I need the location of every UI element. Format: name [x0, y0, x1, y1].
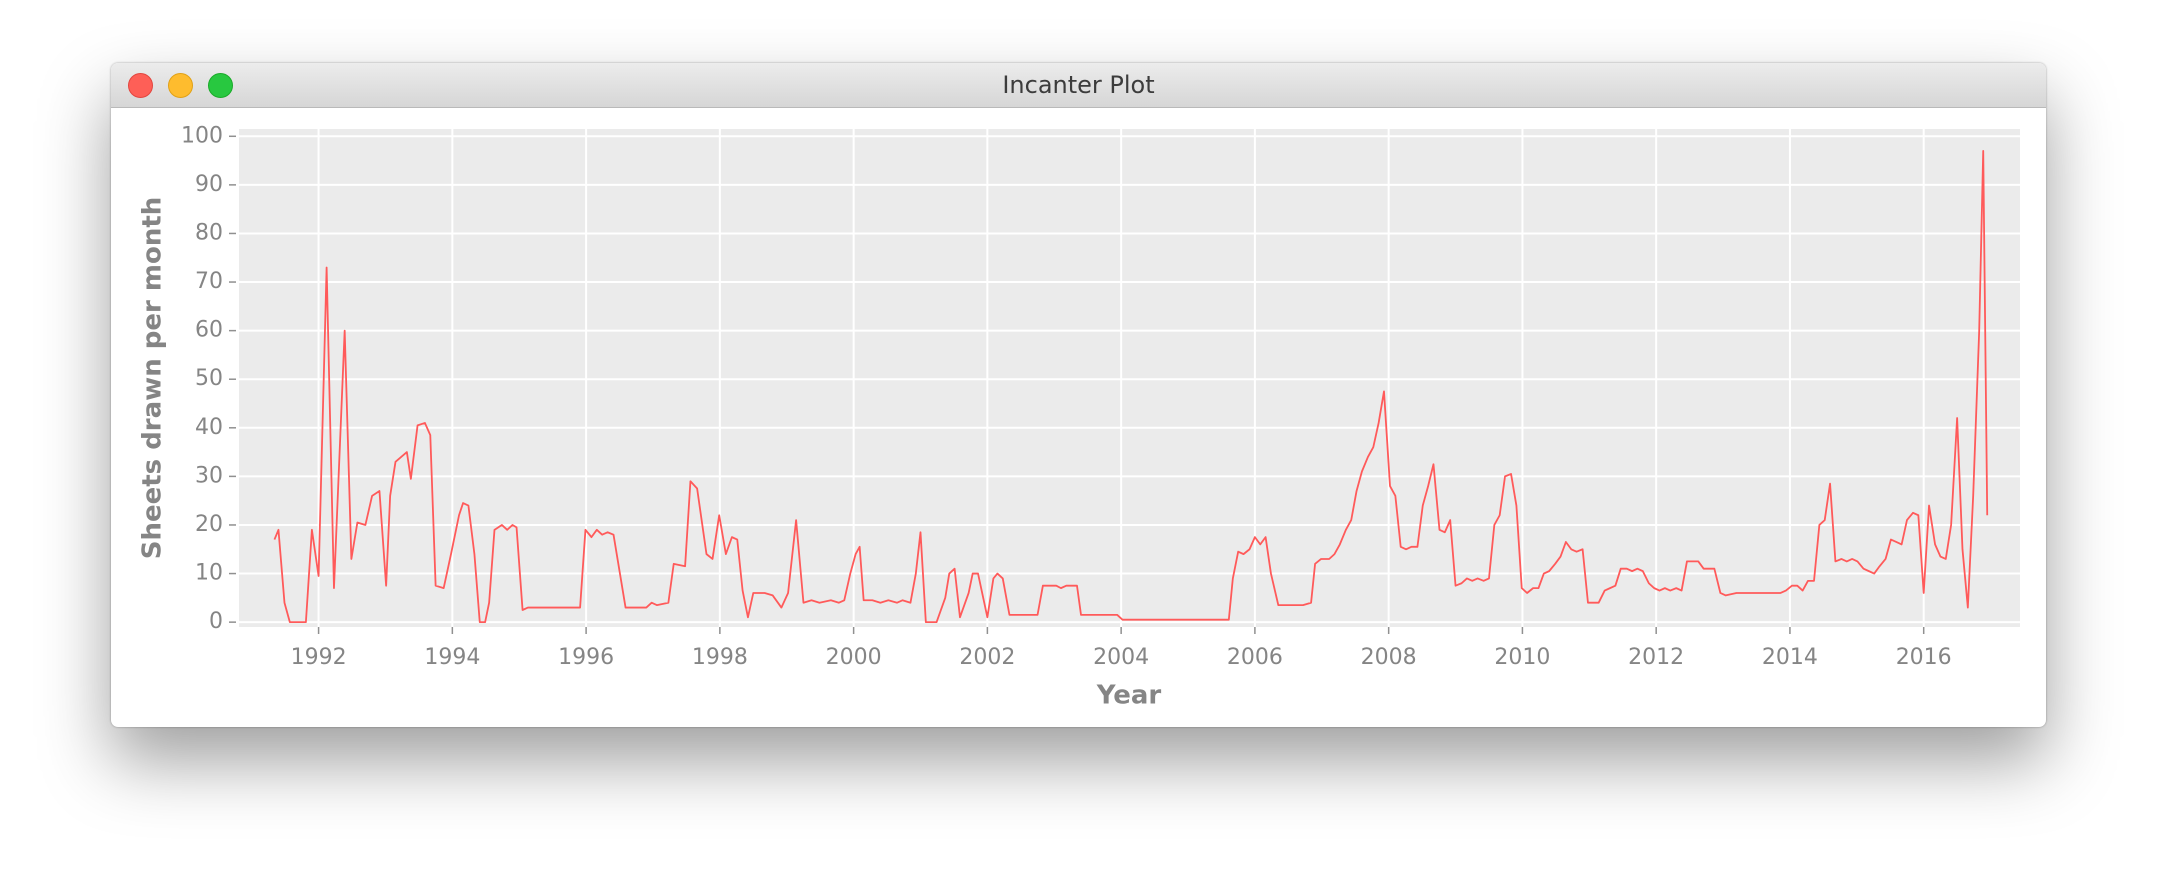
y-tick-label: 0: [209, 609, 223, 634]
chart: Year Sheets drawn per month 1992 1994 1996…: [138, 123, 2020, 711]
y-tick-label: 50: [195, 366, 223, 391]
x-tick-label: 1998: [692, 645, 748, 670]
y-axis-title: Sheets drawn per month: [138, 197, 168, 560]
x-tick-label: 2010: [1494, 645, 1550, 670]
y-tick-label: 20: [195, 512, 223, 537]
data-line: [273, 149, 1989, 624]
close-button[interactable]: [128, 73, 153, 98]
zoom-button[interactable]: [208, 73, 233, 98]
y-tick-label: 90: [195, 172, 223, 197]
y-tick-label: 10: [195, 561, 223, 586]
x-tick-label: 2014: [1762, 645, 1818, 670]
x-tick-label: 2016: [1896, 645, 1952, 670]
y-tick-label: 60: [195, 318, 223, 343]
y-tick-label: 80: [195, 220, 223, 245]
y-tick-label: 40: [195, 415, 223, 440]
x-tick-label: 1996: [558, 645, 614, 670]
x-tick-label: 2000: [826, 645, 882, 670]
x-tick-label: 1994: [424, 645, 480, 670]
x-tick-label: 2012: [1628, 645, 1684, 670]
window: Incanter Plot Year Sheets drawn per mont…: [111, 63, 2046, 727]
plot-background: [239, 129, 2020, 627]
y-tick-label: 70: [195, 269, 223, 294]
x-tick-label: 2002: [959, 645, 1015, 670]
x-tick-label: 2004: [1093, 645, 1149, 670]
title-bar: Incanter Plot: [111, 63, 2046, 108]
x-tick-label: 2008: [1361, 645, 1417, 670]
window-title: Incanter Plot: [1002, 71, 1155, 99]
y-tick-label: 100: [181, 123, 223, 148]
x-axis-title: Year: [1096, 681, 1162, 711]
x-tick-label: 2006: [1227, 645, 1283, 670]
x-tick-label: 1992: [291, 645, 347, 670]
minimize-button[interactable]: [168, 73, 193, 98]
y-tick-label: 30: [195, 463, 223, 488]
